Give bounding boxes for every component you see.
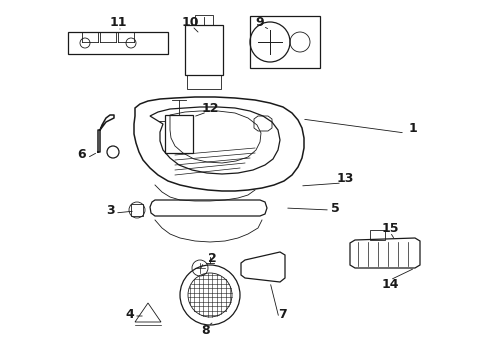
Text: 15: 15 bbox=[381, 221, 399, 234]
Text: 10: 10 bbox=[181, 15, 199, 28]
Text: 1: 1 bbox=[409, 122, 417, 135]
Text: 12: 12 bbox=[201, 102, 219, 114]
Text: 8: 8 bbox=[202, 324, 210, 337]
Text: 4: 4 bbox=[125, 309, 134, 321]
Text: 13: 13 bbox=[336, 171, 354, 184]
Text: 6: 6 bbox=[78, 148, 86, 162]
Text: 14: 14 bbox=[381, 279, 399, 292]
Text: 5: 5 bbox=[331, 202, 340, 215]
Text: 3: 3 bbox=[106, 203, 114, 216]
Text: 7: 7 bbox=[278, 309, 286, 321]
Text: 9: 9 bbox=[256, 15, 264, 28]
Text: 2: 2 bbox=[208, 252, 217, 265]
Text: 11: 11 bbox=[109, 15, 127, 28]
